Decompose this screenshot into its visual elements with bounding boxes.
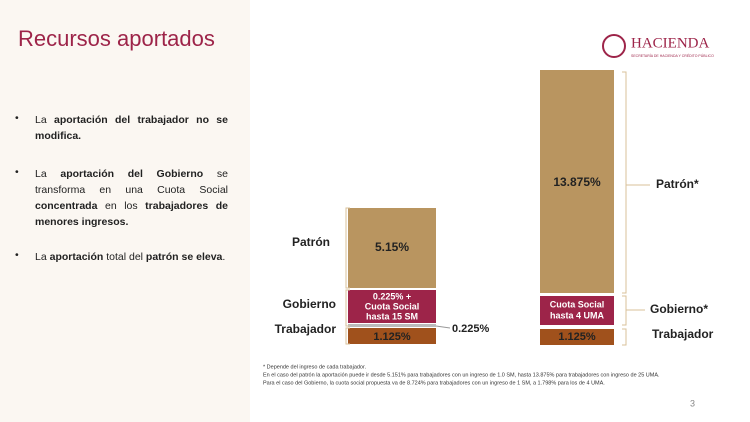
logo-emblem — [602, 34, 626, 58]
logo-subtitle: SECRETARÍA DE HACIENDA Y CRÉDITO PÚBLICO — [631, 53, 714, 58]
bullet: La aportación del Gobierno se transforma… — [35, 166, 228, 230]
connector — [435, 325, 451, 329]
value: Cuota Social — [365, 301, 420, 311]
value: hasta 15 SM — [366, 311, 418, 321]
gobierno-extra-segment — [348, 324, 436, 327]
bullet: La aportación total del patrón se eleva. — [35, 249, 228, 265]
logo: HACIENDA — [631, 35, 709, 51]
bullet-text: aportación del trabajador no se modifica… — [35, 114, 228, 142]
footnote: En el caso del patrón la aportación pued… — [263, 372, 660, 378]
background-pattern — [0, 0, 250, 422]
value: 1.125% — [373, 331, 411, 343]
value: 5.15% — [375, 240, 409, 254]
bullet-text: total del — [103, 251, 146, 263]
side-value: 0.225% — [452, 323, 490, 335]
brackets — [622, 71, 627, 346]
bullet-marker: • — [15, 112, 19, 124]
title: Recursos aportados — [18, 26, 215, 51]
gobierno-segment — [348, 290, 436, 323]
bullet-text: patrón se eleva — [145, 251, 223, 263]
page-number: 3 — [690, 398, 695, 408]
bullet-text: aportación — [49, 251, 104, 263]
bullet-text: trabajadores de menores ingresos. — [35, 200, 228, 228]
bullet-marker: • — [15, 166, 19, 178]
value: 13.875% — [553, 175, 601, 189]
footnote: Para el caso del Gobierno, la cuota soci… — [263, 380, 605, 386]
bullet-text: La — [35, 168, 61, 180]
patron-segment — [348, 208, 436, 288]
label: Gobierno — [283, 297, 336, 311]
bullet-text: . — [222, 251, 226, 263]
trabajador-segment — [540, 329, 614, 345]
brackets — [345, 207, 350, 345]
trabajador-segment — [348, 328, 436, 344]
label: Patrón* — [656, 177, 699, 191]
label: Patrón — [292, 235, 330, 249]
value: 0.225% + — [373, 291, 411, 301]
bullet: La aportación del trabajador no se modif… — [35, 112, 228, 144]
bullet-text: La — [35, 114, 54, 126]
patron-segment — [540, 70, 614, 293]
gobierno-segment — [540, 296, 614, 325]
footnote: * Depende del ingreso de cada trabajador… — [263, 364, 367, 370]
bullet-text: en los — [97, 200, 146, 212]
bullet-marker: • — [15, 249, 19, 261]
label: Gobierno* — [650, 302, 708, 316]
value: 1.125% — [558, 331, 596, 343]
bullet-text: concentrada — [35, 200, 98, 212]
bullet-text: La — [35, 251, 50, 263]
label: Trabajador — [652, 327, 714, 341]
label: Trabajador — [275, 322, 337, 336]
bullet-text: se transforma en una Cuota Social — [35, 168, 228, 196]
value: hasta 4 UMA — [550, 310, 605, 320]
value: Cuota Social — [550, 299, 605, 309]
bullet-text: aportación del Gobierno — [60, 168, 204, 180]
